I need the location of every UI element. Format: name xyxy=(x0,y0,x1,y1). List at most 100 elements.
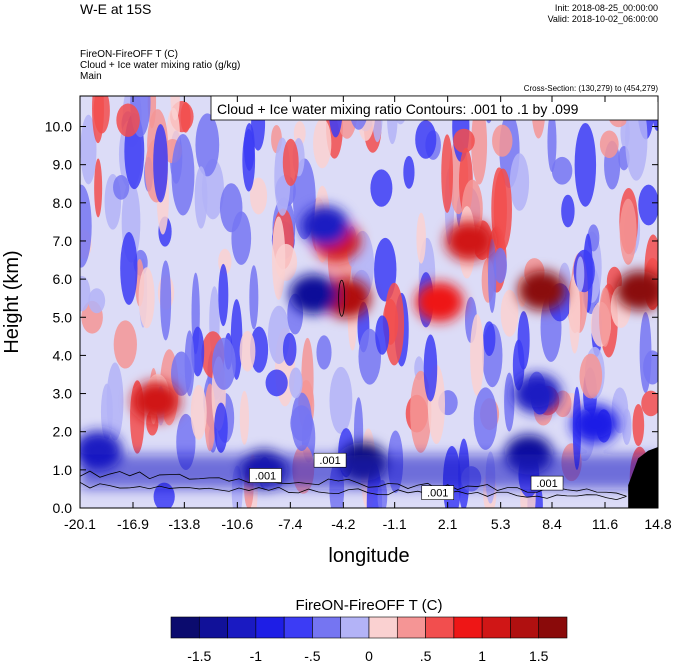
cross-section-label: Cross-Section: (130,279) to (454,279) xyxy=(524,84,659,93)
field-cell xyxy=(470,314,484,396)
field-cell xyxy=(632,404,645,447)
field-cell xyxy=(504,372,515,432)
colorbar-swatch xyxy=(340,616,370,639)
field-cell xyxy=(120,232,138,305)
contour-info-box xyxy=(210,95,659,121)
field-cell xyxy=(113,175,130,200)
contour-label-box xyxy=(313,452,347,468)
x-tick-label: 14.8 xyxy=(644,516,671,532)
field-cell xyxy=(509,153,530,211)
colorbar-label: 0 xyxy=(365,648,373,664)
y-axis: 0.0 1.0 2.0 3.0 4.0 5.0 6.0 7.0 8.0 9.0 10.0 xyxy=(45,119,658,516)
contour-label-box xyxy=(421,485,455,500)
contour-label-text: .001 xyxy=(427,488,448,500)
field-cell xyxy=(639,312,652,393)
field-cell xyxy=(290,405,313,442)
x-tick-label: -16.9 xyxy=(117,516,149,532)
contour-label: .001 xyxy=(421,485,455,500)
plot-title: W-E at 15S xyxy=(80,1,151,17)
warm-anomaly xyxy=(445,220,494,261)
x-tick-label: 11.6 xyxy=(592,516,618,532)
contour-label-text: .001 xyxy=(536,478,557,490)
field-cell xyxy=(638,184,658,226)
x-tick-label: 5.3 xyxy=(491,516,511,532)
y-tick-label: 8.0 xyxy=(53,195,73,211)
y-tick-label: 10.0 xyxy=(45,119,72,135)
field-cell xyxy=(641,390,658,417)
x-tick-label: -10.6 xyxy=(221,516,253,532)
contour-label-text: .001 xyxy=(319,455,340,467)
field-cell xyxy=(579,353,603,399)
warm-anomaly xyxy=(518,270,567,311)
x-tick-label: -7.4 xyxy=(278,516,302,532)
field-cell xyxy=(88,288,106,314)
field-cell xyxy=(599,287,612,347)
colorbar-label: .5 xyxy=(420,648,432,664)
field-cell xyxy=(239,390,250,445)
field-cell xyxy=(619,198,637,265)
field-cell xyxy=(218,263,229,327)
contour-label: .001 xyxy=(249,468,282,483)
field-cell xyxy=(493,247,507,284)
init-time: Init: 2018-08-25_00:00:00 xyxy=(555,3,658,13)
colorbar-swatch xyxy=(396,616,426,639)
contour-label-text: .001 xyxy=(255,470,276,482)
cold-anomaly xyxy=(289,274,338,315)
colorbar-swatch xyxy=(227,616,257,639)
contour-info-text: Cloud + Ice water mixing ratio Contours:… xyxy=(217,101,579,117)
contour-line xyxy=(338,279,346,317)
field-cell xyxy=(282,332,297,366)
colorbar-swatch xyxy=(481,616,511,639)
field-cell xyxy=(561,194,575,228)
y-tick-label: 7.0 xyxy=(53,233,73,249)
field-cell xyxy=(138,267,155,329)
colorbar-swatch xyxy=(198,616,228,639)
x-tick-label: -20.1 xyxy=(64,516,96,532)
contour-label: .001 xyxy=(530,475,564,491)
cold-anomaly xyxy=(513,373,562,414)
colorbar-label: 1.5 xyxy=(529,648,549,664)
field-cell xyxy=(375,315,390,355)
field-cell xyxy=(453,128,475,153)
field-cell xyxy=(329,366,353,434)
field-cell xyxy=(116,103,140,137)
field-cell xyxy=(313,118,332,169)
field-cell xyxy=(551,156,573,185)
field-cell xyxy=(547,111,557,173)
y-tick-label: 4.0 xyxy=(53,347,73,363)
field-cell xyxy=(487,238,497,313)
x-axis: -20.1 -16.9 -13.8 -10.6 -7.4 -4.2 -1.1 2.1 5.3 8.… xyxy=(64,96,672,532)
temperature-difference-field: .001 .001 .001 .001 xyxy=(80,96,658,508)
x-axis-label: longitude xyxy=(328,545,409,567)
field-cell xyxy=(370,169,393,207)
x-tick-label: -4.2 xyxy=(331,516,355,532)
field-cell xyxy=(191,326,205,377)
field-cell xyxy=(190,384,207,440)
cold-anomaly xyxy=(301,205,350,246)
cold-anomaly xyxy=(571,404,620,445)
x-tick-label: 2.1 xyxy=(438,516,458,532)
contour-label: .001 xyxy=(313,452,347,468)
field-cell xyxy=(113,320,137,369)
field-cell xyxy=(403,155,415,189)
field-cell xyxy=(358,328,382,385)
field-cell xyxy=(569,273,581,354)
field-cell xyxy=(574,123,597,207)
y-tick-label: 3.0 xyxy=(53,386,73,402)
field-cell xyxy=(441,134,454,213)
field-cell xyxy=(184,330,195,397)
colorbar-swatch xyxy=(538,616,568,639)
colorbar-label: -1 xyxy=(250,648,263,664)
y-tick-label: 0.0 xyxy=(53,500,73,516)
field-cell xyxy=(289,367,303,399)
valid-time: Valid: 2018-10-02_06:00:00 xyxy=(548,14,658,24)
field-cell xyxy=(94,158,103,218)
field-cell xyxy=(160,260,172,341)
warm-anomaly xyxy=(615,270,658,311)
run-label: Main xyxy=(80,71,102,82)
field-cell xyxy=(517,311,530,370)
y-tick-label: 2.0 xyxy=(53,424,73,440)
field-cell xyxy=(471,103,488,185)
field-cell xyxy=(271,216,286,300)
field-cell xyxy=(384,282,405,366)
